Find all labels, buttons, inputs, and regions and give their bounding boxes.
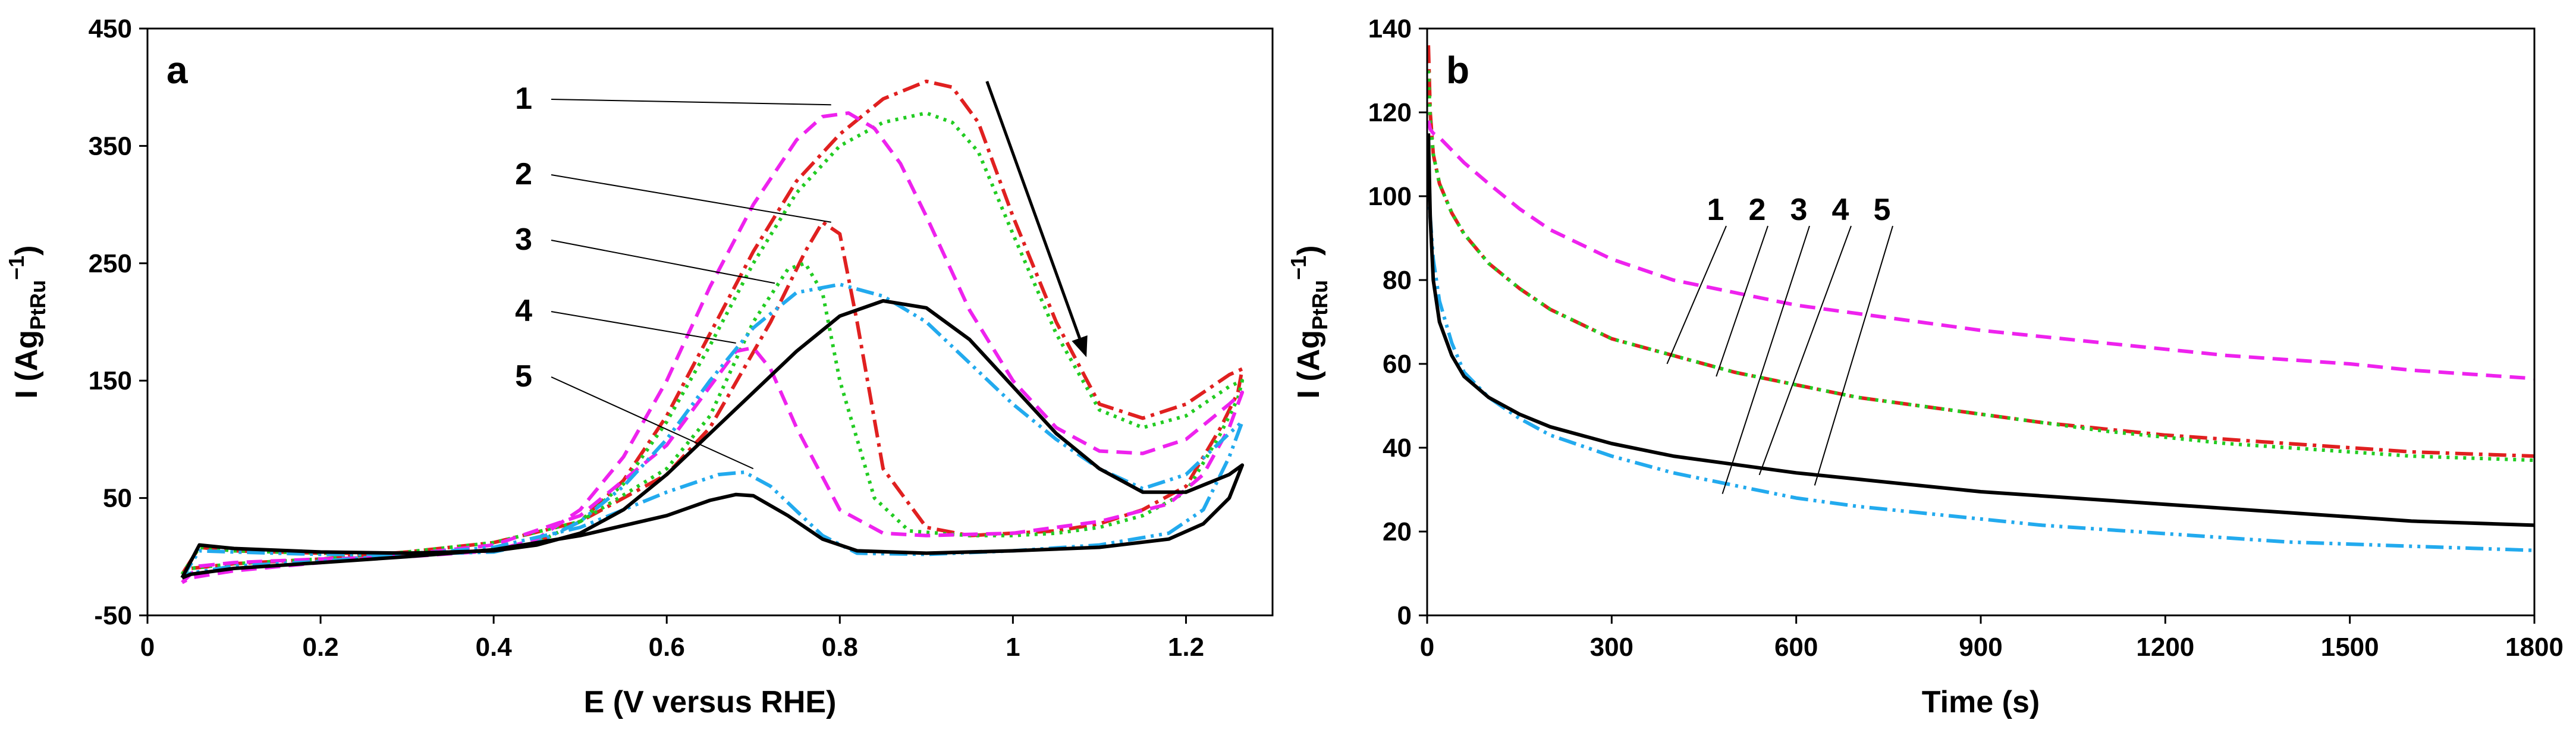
callout-line-4 (551, 311, 736, 344)
callout-label-2: 2 (515, 157, 532, 191)
callout-label-4: 4 (515, 294, 532, 328)
x-axis-label: Time (s) (1922, 685, 2040, 719)
x-tick-label: 300 (1590, 633, 1633, 662)
y-tick-label: 80 (1383, 266, 1412, 295)
callout-line-3 (1721, 225, 1810, 494)
x-tick-label: 1800 (2505, 633, 2564, 662)
x-tick-label: 0.6 (649, 633, 685, 662)
y-tick-label: 120 (1368, 98, 1412, 127)
callout-line-4 (1758, 225, 1852, 476)
callout-label-3: 3 (515, 222, 532, 257)
callout-line-1 (551, 99, 831, 106)
scan-direction-arrowhead (1072, 335, 1088, 357)
series-4-line (1427, 175, 2534, 552)
callout-label-2: 2 (1749, 193, 1766, 227)
callout-line-2 (551, 174, 831, 223)
x-tick-label: 0 (140, 633, 155, 662)
series-4-line (180, 282, 1245, 580)
x-tick-label: 1500 (2321, 633, 2379, 662)
series-3-line (1427, 120, 2534, 381)
callout-line-2 (1716, 225, 1768, 377)
y-axis-label: I (AgPtRu−1) (1286, 246, 1332, 399)
y-tick-label: 20 (1383, 517, 1412, 546)
y-tick-label: 50 (103, 484, 132, 513)
callout-label-1: 1 (515, 81, 532, 116)
y-tick-label: 0 (1397, 601, 1412, 630)
x-tick-label: 0.4 (476, 633, 513, 662)
callout-label-5: 5 (1874, 193, 1891, 227)
y-axis-label: I (AgPtRu−1) (4, 246, 50, 399)
panel-letter: a (167, 49, 188, 92)
y-tick-label: 40 (1383, 433, 1412, 463)
callout-line-5 (1814, 225, 1893, 486)
series-2-line (1427, 70, 2534, 463)
y-tick-label: 60 (1383, 350, 1412, 379)
y-tick-label: 100 (1368, 182, 1412, 211)
panel-b-chart: 0 300 600 900 1200 1500 1800 0 20 40 60 80 100 120 140… (1286, 14, 2564, 719)
y-tick-label: 140 (1368, 14, 1412, 43)
scan-direction-arrow (985, 80, 1081, 339)
series-2-line (180, 111, 1245, 576)
callout-label-1: 1 (1707, 193, 1724, 227)
x-tick-label: 1.2 (1168, 633, 1204, 662)
x-tick-label: 1200 (2136, 633, 2194, 662)
callout-label-4: 4 (1832, 193, 1849, 227)
callout-line-3 (551, 240, 775, 284)
callout-label-5: 5 (515, 359, 532, 394)
x-tick-label: 600 (1774, 633, 1818, 662)
x-axis-label: E (V versus RHE) (584, 685, 837, 719)
series-5-line (180, 299, 1245, 580)
x-tick-label: 0.2 (302, 633, 338, 662)
callout-label-3: 3 (1790, 193, 1808, 227)
x-tick-label: 0.8 (822, 633, 858, 662)
series-3-line (181, 111, 1245, 584)
callout-line-5 (551, 376, 754, 470)
y-tick-label: -50 (94, 601, 132, 630)
panel-a-chart: 0 0.2 0.4 0.6 0.8 1 1.2 -50 50 150 250 350 450 E (V v… (4, 14, 1274, 719)
series-5-line (1427, 133, 2534, 527)
panel-letter: b (1446, 49, 1469, 92)
x-tick-label: 1 (1006, 633, 1020, 662)
plot-frame (146, 27, 1274, 617)
y-tick-label: 250 (89, 249, 132, 278)
x-tick-label: 900 (1959, 633, 2002, 662)
callout-line-1 (1666, 225, 1727, 364)
y-tick-label: 350 (89, 131, 132, 161)
y-tick-label: 450 (89, 14, 132, 43)
x-tick-label: 0 (1420, 633, 1434, 662)
series-1-line (180, 79, 1245, 576)
y-tick-label: 150 (89, 366, 132, 395)
